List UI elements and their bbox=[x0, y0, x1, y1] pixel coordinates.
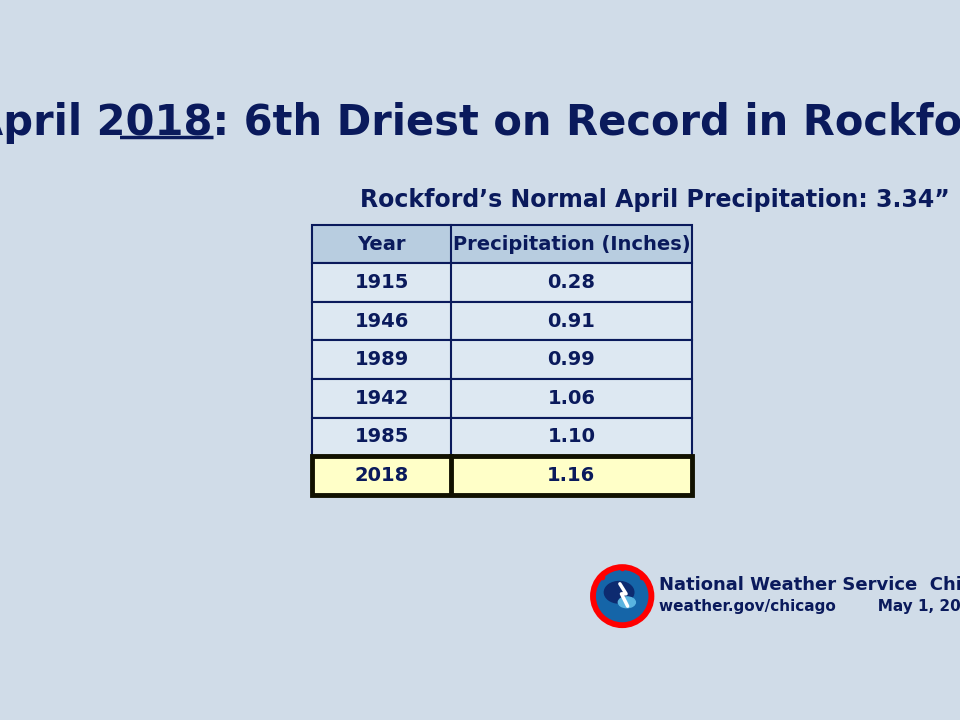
Text: Year: Year bbox=[357, 235, 406, 253]
Text: 1.10: 1.10 bbox=[547, 427, 595, 446]
Text: 1946: 1946 bbox=[354, 312, 409, 330]
Text: 0.91: 0.91 bbox=[547, 312, 595, 330]
Ellipse shape bbox=[605, 582, 634, 603]
Bar bbox=[312, 418, 692, 456]
Ellipse shape bbox=[618, 597, 636, 608]
Text: 0.99: 0.99 bbox=[547, 350, 595, 369]
Circle shape bbox=[596, 571, 648, 621]
Text: 1985: 1985 bbox=[354, 427, 409, 446]
Text: 1915: 1915 bbox=[354, 274, 409, 292]
Text: 2018: 2018 bbox=[354, 466, 409, 485]
Text: 0.28: 0.28 bbox=[547, 274, 595, 292]
Text: Precipitation (Inches): Precipitation (Inches) bbox=[452, 235, 690, 253]
Text: National Weather Service  Chicago: National Weather Service Chicago bbox=[660, 576, 960, 595]
Bar bbox=[312, 225, 692, 264]
Bar bbox=[312, 379, 692, 418]
Text: 1.16: 1.16 bbox=[547, 466, 595, 485]
Text: April 2018: 6th Driest on Record in Rockford: April 2018: 6th Driest on Record in Rock… bbox=[0, 102, 960, 144]
Text: 1989: 1989 bbox=[354, 350, 409, 369]
Text: weather.gov/chicago        May 1, 2018: weather.gov/chicago May 1, 2018 bbox=[660, 600, 960, 614]
Bar bbox=[312, 264, 692, 302]
Text: 1.06: 1.06 bbox=[547, 389, 595, 408]
Circle shape bbox=[592, 566, 653, 626]
Bar bbox=[312, 302, 692, 341]
Bar bbox=[312, 341, 692, 379]
Bar bbox=[312, 456, 692, 495]
Text: 1942: 1942 bbox=[354, 389, 409, 408]
Text: Rockford’s Normal April Precipitation: 3.34”: Rockford’s Normal April Precipitation: 3… bbox=[360, 189, 950, 212]
